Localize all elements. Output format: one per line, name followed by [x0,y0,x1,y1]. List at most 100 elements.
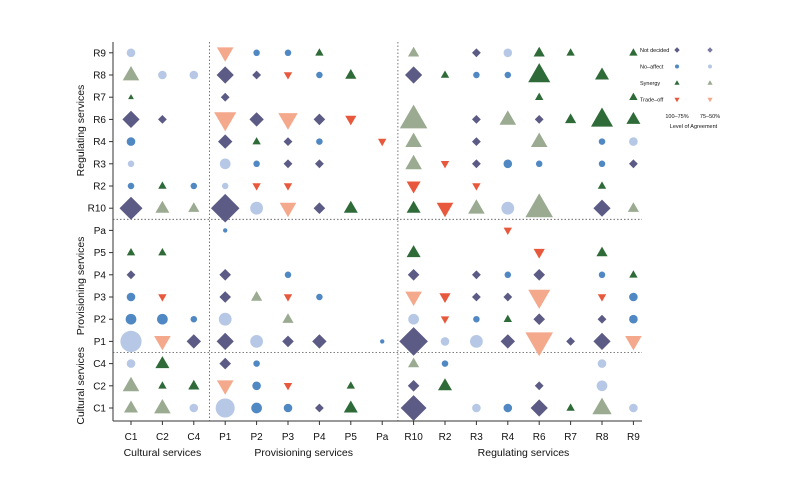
x-tick-label: P2 [250,432,263,443]
point-P3-R10 [279,202,297,218]
point-P5-C2 [346,381,355,389]
point-P1-R9 [216,47,234,62]
point-R6-P2 [533,313,545,325]
y-tick-label: P5 [94,248,107,259]
point-P4-R10 [313,202,326,214]
point-R3-R6 [472,115,481,124]
legend-marker [674,80,680,85]
point-P4-C1 [315,403,324,413]
legend-marker [708,64,712,69]
point-R8-C4 [597,359,607,368]
point-C1-R2 [127,182,135,190]
point-C2-P2 [157,313,168,325]
x-group-label: Provisioning services [254,447,353,459]
point-P3-C2 [283,383,293,391]
point-R2-C2 [438,378,452,391]
point-P1-R10 [210,193,240,223]
point-R8-R2 [597,181,607,189]
point-C2-R2 [158,181,167,189]
point-R6-R10 [525,193,553,218]
point-C4-C2 [188,379,200,390]
point-R8-R8 [595,67,609,80]
point-R2-R10 [436,202,454,218]
point-R6-R6 [534,115,544,124]
point-R9-R7 [629,92,638,100]
point-R8-P4 [598,271,606,279]
point-C1-R10 [119,196,143,220]
point-R10-R10 [406,200,421,213]
point-P4-R9 [315,48,324,56]
point-R10-C1 [400,395,427,421]
point-C1-P1 [120,330,142,352]
point-P1-Pa [223,228,228,233]
point-R8-R3 [598,160,606,168]
point-R7-R6 [565,113,577,124]
point-R4-P4 [504,271,512,279]
point-R9-R3 [629,159,638,169]
point-R10-R3 [405,154,422,170]
point-P2-P3 [251,291,263,301]
point-P1-P2 [218,312,232,326]
point-R6-P4 [533,269,545,281]
point-R4-Pa [503,227,512,235]
point-P1-P4 [219,269,231,281]
point-P3-R4 [283,137,293,146]
point-R4-P3 [503,292,513,302]
point-C1-R7 [128,94,134,100]
point-R2-P3 [439,293,451,303]
point-R2-C4 [441,360,449,367]
point-P1-R4 [218,134,233,149]
legend-marker [674,47,680,53]
point-R8-R4 [598,138,606,145]
legend-marker [707,47,713,53]
point-C1-R9 [126,48,136,58]
point-R10-C2 [407,380,420,392]
point-P3-R8 [283,72,293,80]
x-tick-label: Pa [376,432,389,443]
x-tick-label: C2 [156,432,169,443]
point-R2-R3 [440,161,450,169]
y-tick-label: C1 [93,404,106,415]
point-R4-P1 [500,334,515,349]
point-P5-R10 [343,200,358,213]
y-tick-label: R8 [93,71,106,82]
point-R9-P3 [629,292,638,302]
point-P2-R6 [249,112,264,127]
legend-marker [675,64,679,69]
x-tick-label: R2 [439,432,452,443]
legend-marker [707,80,713,85]
x-tick-label: R8 [596,432,609,443]
y-group-label: Provisioning services [75,237,87,336]
legend-level: 75–50% [700,114,720,120]
point-P5-R8 [345,69,357,79]
point-C2-P1 [154,336,171,351]
y-tick-label: C2 [93,381,106,392]
point-R9-P4 [629,270,638,278]
point-P2-R10 [250,201,263,215]
point-C2-C2 [158,381,167,389]
point-R3-P2 [473,315,480,323]
point-R3-R2 [472,183,481,191]
point-R3-R4 [472,137,481,146]
point-R3-P1 [470,335,483,348]
legend-label: Trade–off [640,98,664,104]
point-R6-P1 [525,332,553,357]
x-tick-label: C1 [125,432,138,443]
point-R3-R3 [472,159,481,169]
point-R4-R6 [499,110,517,125]
point-Pa-P1 [380,339,385,344]
x-group-labels: Cultural services Provisioning services Re… [124,447,570,459]
x-group-label: Regulating services [478,447,570,459]
point-R3-P3 [472,292,481,302]
point-R7-P1 [566,337,575,346]
point-R10-C4 [408,357,420,368]
point-P3-P1 [282,335,294,348]
x-group-label: Cultural services [124,447,202,459]
point-P2-P1 [250,335,263,348]
y-group-label: Cultural services [75,347,87,425]
point-C4-R2 [190,182,198,190]
point-R10-R9 [408,46,420,57]
point-C2-R8 [158,70,167,80]
y-tick-label: R6 [93,115,106,126]
